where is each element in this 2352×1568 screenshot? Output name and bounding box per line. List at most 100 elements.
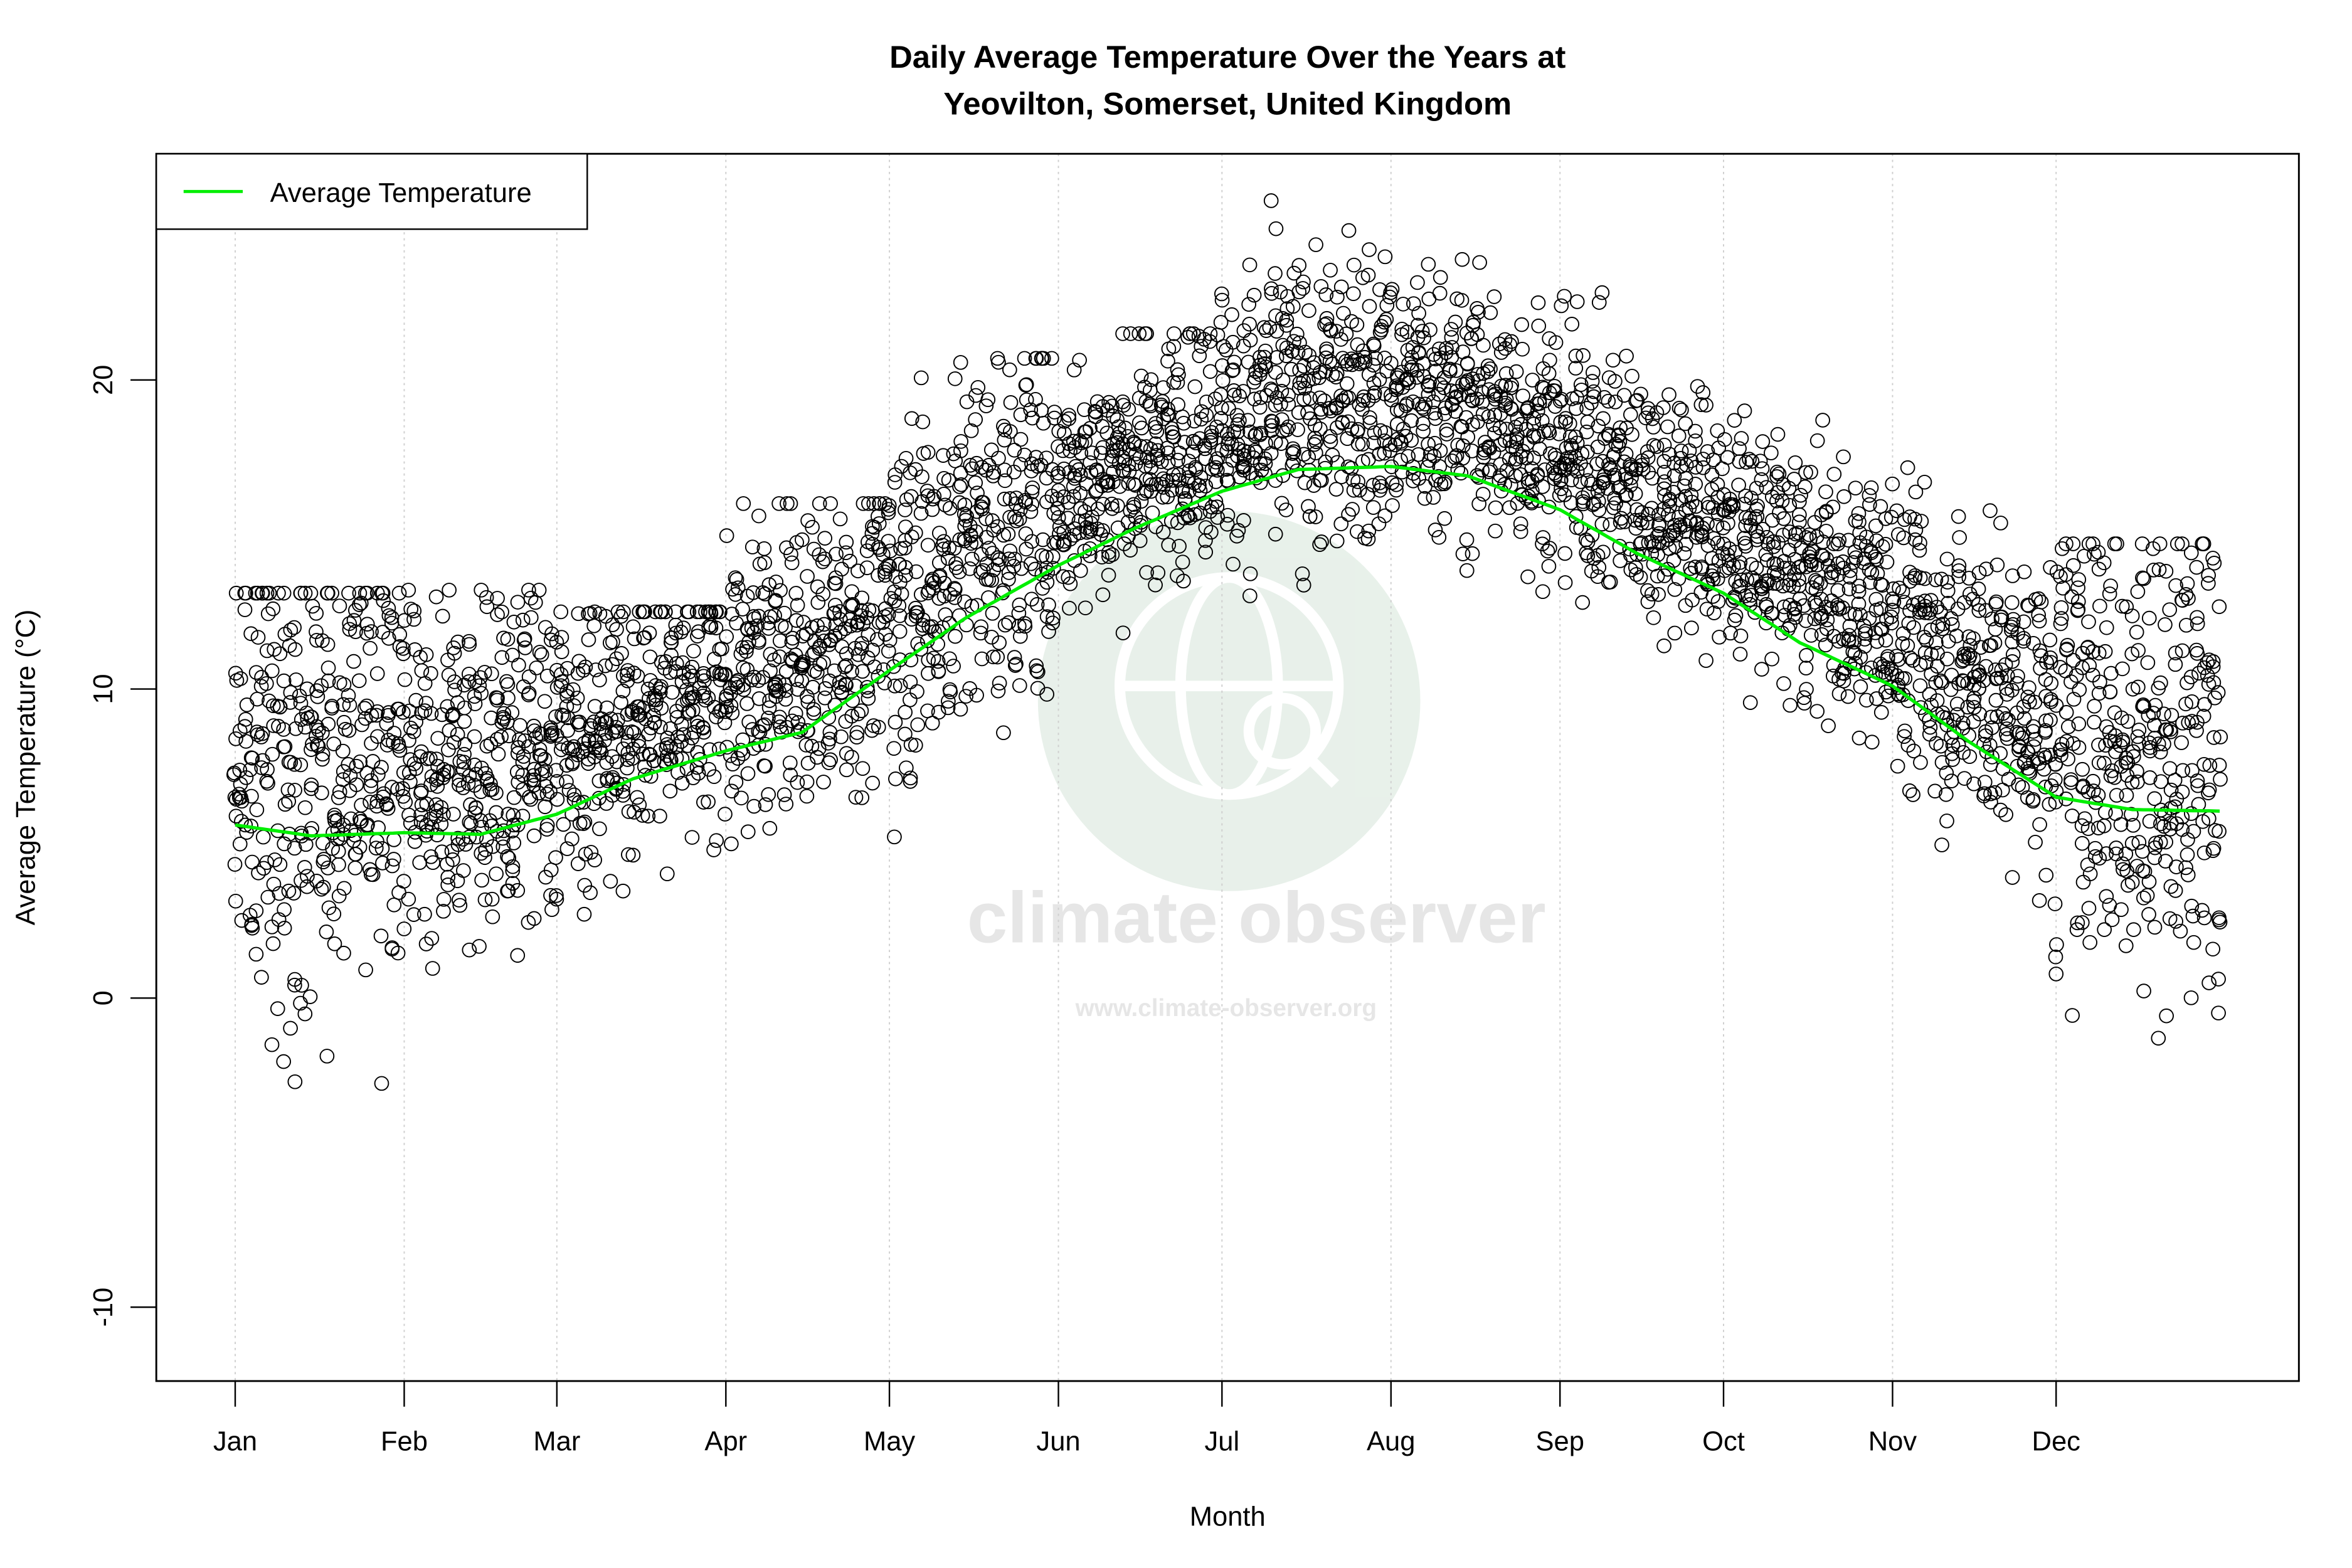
data-point	[1896, 530, 1911, 546]
data-point	[2146, 563, 2161, 578]
data-point	[501, 728, 517, 744]
data-point	[1180, 470, 1196, 485]
data-point	[549, 792, 565, 807]
data-point	[485, 839, 501, 854]
data-point	[2005, 617, 2021, 632]
data-point	[898, 519, 913, 534]
data-point	[255, 585, 270, 601]
data-point	[1994, 609, 2010, 625]
data-point	[237, 585, 253, 601]
data-point	[1398, 428, 1414, 444]
data-point	[2000, 668, 2015, 684]
data-point	[1601, 426, 1616, 442]
data-point	[365, 867, 381, 882]
data-point	[1349, 317, 1365, 332]
data-point	[1034, 351, 1049, 366]
y-tick-label: 20	[88, 365, 119, 395]
data-point	[1830, 536, 1846, 551]
data-point	[1628, 486, 1643, 502]
data-point	[309, 606, 324, 621]
data-point	[1858, 529, 1874, 545]
data-point	[2097, 756, 2112, 771]
data-point	[1754, 461, 1770, 476]
data-point	[1275, 373, 1291, 388]
data-point	[2158, 834, 2174, 850]
data-point	[1682, 501, 1697, 516]
data-point	[1941, 633, 1956, 649]
data-point	[364, 624, 379, 639]
data-point	[1322, 401, 1337, 416]
data-point	[2048, 949, 2063, 965]
data-point	[892, 608, 908, 623]
data-point	[877, 675, 893, 691]
data-point	[1471, 496, 1487, 512]
data-point	[758, 797, 773, 812]
data-point	[280, 782, 296, 798]
data-point	[1900, 460, 1915, 475]
data-point	[990, 519, 1005, 534]
data-point	[1684, 494, 1700, 510]
data-point	[554, 630, 569, 645]
data-point	[1821, 718, 1836, 733]
data-point	[2114, 598, 2130, 614]
data-point	[467, 757, 482, 773]
data-point	[1966, 694, 1981, 709]
data-point	[1698, 653, 1714, 668]
data-point	[1226, 362, 1241, 378]
data-point	[2112, 738, 2128, 753]
data-point	[718, 807, 733, 822]
data-point	[708, 604, 723, 620]
data-point	[1198, 451, 1214, 467]
data-point	[2129, 859, 2145, 874]
data-point	[1295, 281, 1311, 296]
data-point	[648, 604, 663, 620]
data-point	[854, 590, 870, 606]
data-point	[1792, 514, 1807, 529]
data-point	[1039, 687, 1054, 702]
data-point	[418, 696, 434, 711]
data-point	[654, 701, 669, 716]
data-point	[1024, 534, 1040, 549]
data-point	[2042, 632, 2058, 648]
data-point	[477, 665, 492, 680]
data-point	[1569, 464, 1585, 479]
data-point	[1966, 714, 1981, 729]
data-point	[1493, 437, 1508, 452]
data-point	[277, 739, 293, 755]
data-point	[1885, 591, 1900, 607]
data-point	[757, 555, 772, 570]
data-point	[1355, 437, 1370, 452]
data-point	[2168, 914, 2183, 929]
data-point	[537, 751, 553, 767]
data-point	[1420, 378, 1436, 393]
data-point	[2168, 578, 2183, 593]
data-point	[576, 816, 591, 831]
data-point	[758, 758, 773, 774]
data-point	[413, 749, 428, 765]
data-point	[2085, 783, 2101, 798]
data-point	[1216, 339, 1231, 354]
data-point	[773, 583, 788, 598]
data-point	[1298, 344, 1313, 360]
data-point	[1725, 497, 1740, 512]
data-point	[363, 778, 379, 794]
data-point	[951, 564, 967, 580]
data-point	[1101, 544, 1116, 560]
data-point	[2186, 935, 2201, 950]
data-point	[287, 620, 302, 635]
data-point	[576, 906, 592, 922]
data-point	[962, 518, 978, 534]
data-point	[534, 647, 549, 662]
data-point	[664, 647, 679, 663]
data-point	[980, 392, 996, 408]
data-point	[1459, 356, 1475, 371]
data-point	[2001, 771, 2016, 787]
data-point	[1966, 631, 1981, 646]
data-point	[1377, 314, 1392, 330]
data-point	[613, 608, 629, 624]
data-point	[1165, 467, 1181, 482]
data-point	[260, 889, 276, 905]
x-axis-label: Month	[1190, 1502, 1266, 1532]
data-point	[316, 852, 332, 867]
data-point	[1232, 388, 1247, 404]
